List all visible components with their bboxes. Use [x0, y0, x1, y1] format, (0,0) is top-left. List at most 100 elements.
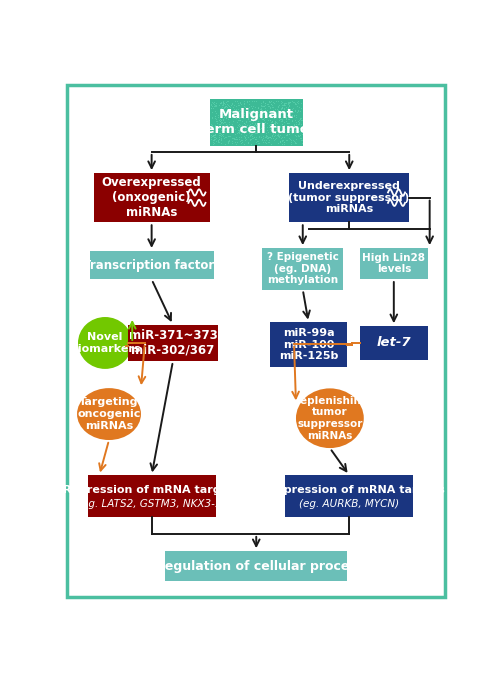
Point [220, 130, 228, 141]
Point [220, 97, 228, 108]
Point [286, 125, 294, 135]
Text: Replenishing
tumor
suppressor
miRNAs: Replenishing tumor suppressor miRNAs [292, 396, 368, 441]
Point [228, 111, 236, 121]
Point [236, 102, 244, 113]
Point [280, 137, 288, 148]
Point [256, 124, 264, 135]
Point [224, 109, 232, 120]
Point [250, 119, 258, 130]
Point [220, 139, 228, 150]
Point [260, 113, 268, 123]
Point [276, 121, 283, 131]
Point [243, 96, 251, 106]
Point [277, 96, 285, 106]
Point [224, 138, 232, 149]
Point [219, 123, 227, 134]
Point [275, 131, 283, 142]
Text: (eg. LATS2, GSTM3, NKX3-1): (eg. LATS2, GSTM3, NKX3-1) [78, 499, 226, 510]
Point [238, 106, 246, 117]
Point [251, 106, 259, 117]
Point [260, 120, 268, 131]
Text: (eg. AURKB, MYCN): (eg. AURKB, MYCN) [299, 499, 400, 510]
Point [292, 119, 300, 129]
Point [286, 139, 294, 150]
Point [234, 120, 242, 131]
Point [277, 127, 285, 137]
Point [274, 109, 282, 120]
Point [270, 104, 278, 115]
Point [222, 112, 230, 123]
Point [278, 121, 286, 131]
Point [231, 128, 239, 139]
Point [210, 98, 218, 109]
Point [284, 111, 292, 121]
Point [248, 102, 256, 113]
Point [295, 118, 303, 129]
Point [296, 119, 304, 129]
Point [244, 122, 252, 133]
Point [232, 113, 240, 123]
Point [225, 131, 233, 142]
Point [214, 121, 222, 132]
Point [292, 129, 300, 140]
Point [290, 119, 298, 129]
Point [270, 105, 278, 116]
Point [282, 116, 290, 127]
Point [222, 126, 230, 137]
Point [244, 105, 252, 116]
Point [215, 115, 223, 125]
Point [282, 113, 290, 124]
Point [250, 134, 258, 145]
Point [271, 117, 279, 128]
Point [208, 119, 216, 129]
Point [210, 137, 218, 148]
Point [208, 111, 216, 122]
Point [232, 105, 239, 116]
Point [259, 131, 267, 142]
Point [278, 125, 286, 136]
Point [216, 115, 224, 125]
Point [217, 98, 225, 109]
Point [238, 135, 246, 146]
Point [212, 98, 220, 109]
Point [276, 109, 284, 119]
Point [255, 109, 263, 120]
Point [211, 133, 219, 144]
Point [209, 130, 217, 141]
Point [278, 108, 285, 119]
Point [229, 123, 237, 134]
Point [298, 121, 306, 132]
Point [218, 109, 226, 120]
Point [283, 117, 291, 128]
Point [258, 97, 266, 108]
Point [270, 118, 278, 129]
Point [250, 131, 258, 142]
Point [210, 131, 218, 142]
FancyBboxPatch shape [67, 84, 446, 597]
Point [252, 118, 260, 129]
Point [234, 107, 241, 118]
Point [210, 102, 218, 113]
Point [234, 100, 242, 111]
Text: ? Transcription factor(s): ? Transcription factor(s) [72, 259, 232, 272]
Point [236, 119, 244, 129]
Point [267, 96, 275, 106]
Point [252, 128, 260, 139]
FancyBboxPatch shape [128, 325, 218, 361]
Point [255, 137, 263, 148]
Point [265, 119, 273, 130]
Point [280, 100, 288, 111]
Point [208, 130, 216, 141]
Text: Dysregulation of cellular processes: Dysregulation of cellular processes [133, 559, 380, 573]
Point [277, 116, 285, 127]
Point [216, 121, 224, 132]
Point [262, 134, 270, 145]
Point [285, 107, 293, 118]
Point [224, 136, 232, 147]
Point [262, 131, 270, 142]
Point [266, 96, 274, 106]
Point [278, 101, 286, 112]
Point [240, 101, 248, 112]
Point [216, 98, 224, 109]
Point [274, 102, 282, 113]
